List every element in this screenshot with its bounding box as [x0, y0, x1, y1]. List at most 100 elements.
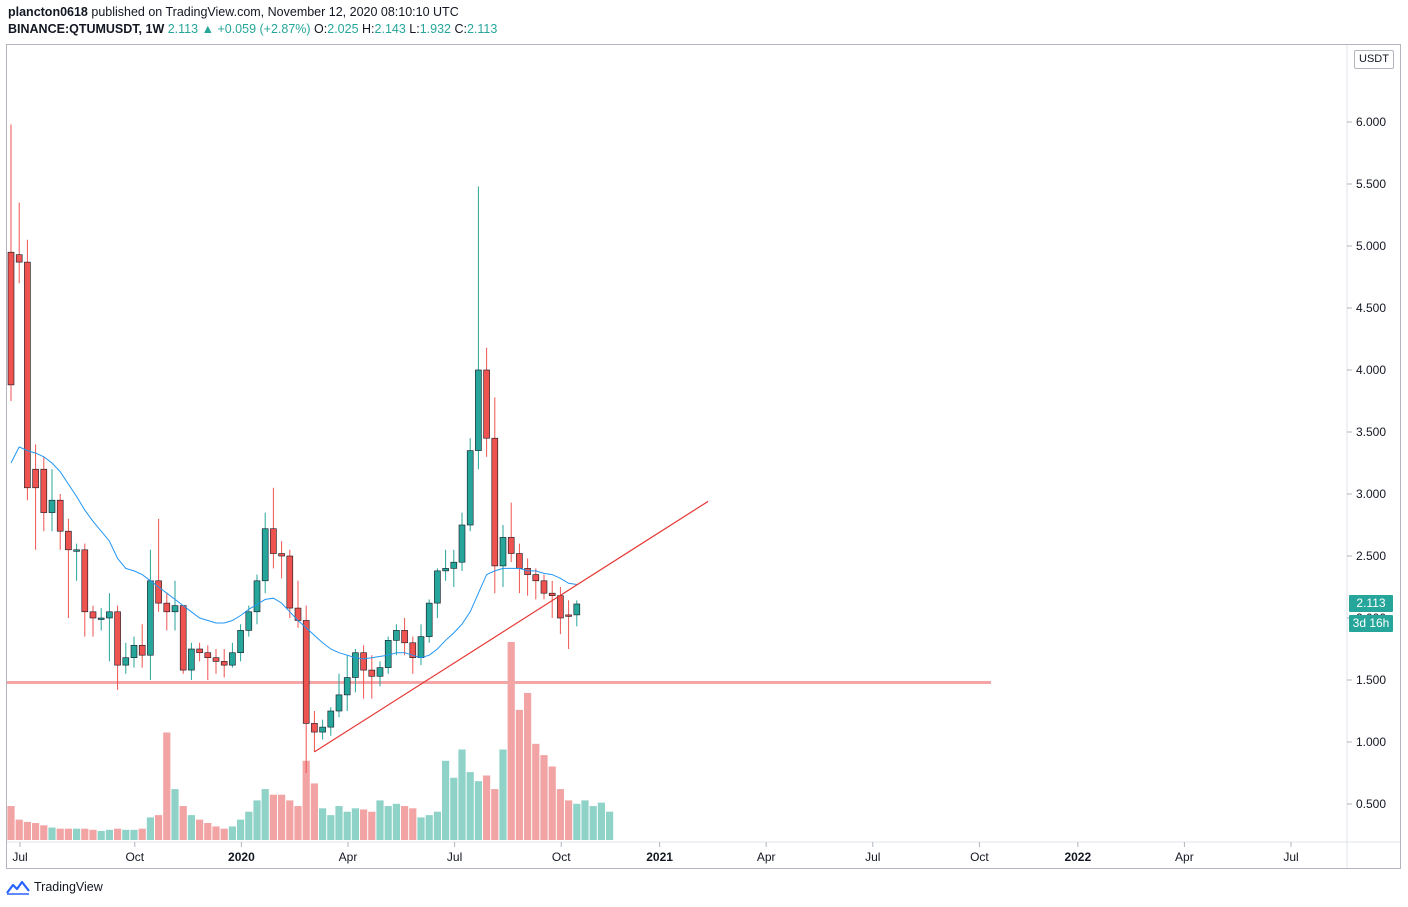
candle-body — [401, 630, 408, 644]
volume-bar — [368, 811, 376, 840]
volume-bar — [376, 800, 384, 840]
candle-body — [302, 620, 310, 724]
candle-body — [24, 261, 31, 489]
high-label: H: — [362, 22, 375, 36]
candle-body — [179, 605, 187, 671]
volume-bar — [532, 743, 540, 840]
candle-body — [237, 630, 244, 654]
candle-body — [458, 524, 466, 563]
volume-bar — [56, 828, 64, 840]
volume-bar — [220, 828, 228, 840]
volume-bar — [73, 828, 81, 840]
candle-body — [122, 657, 130, 666]
author-name[interactable]: plancton0618 — [8, 5, 88, 19]
volume-bar — [122, 829, 130, 840]
volume-bar — [474, 781, 482, 840]
candle-body — [114, 611, 121, 666]
candle-body — [466, 450, 474, 526]
candle-body — [311, 723, 318, 733]
candle-body — [557, 595, 564, 619]
candle-body — [147, 580, 154, 656]
volume-bar — [392, 803, 400, 840]
price-tick-label: 1.000 — [1356, 735, 1386, 749]
low-label: L: — [409, 22, 420, 36]
volume-bar — [565, 800, 573, 840]
volume-bar — [269, 794, 277, 840]
tradingview-logo-icon — [6, 880, 30, 895]
price-tick-label: 2.500 — [1356, 549, 1386, 563]
volume-bar — [48, 827, 56, 840]
candle-body — [384, 640, 392, 668]
trendline — [314, 500, 709, 753]
volume-bar — [343, 811, 351, 840]
candle-body — [245, 611, 253, 631]
volume-bar — [483, 775, 491, 840]
volume-bar — [466, 772, 474, 840]
candle-body — [540, 580, 548, 594]
candle-body — [548, 592, 556, 596]
currency-label[interactable]: USDT — [1354, 50, 1394, 69]
price-tick-label: 1.500 — [1356, 673, 1386, 687]
trendline-layer — [314, 500, 709, 753]
volume-bar — [32, 823, 40, 840]
moving-average-layer — [10, 446, 577, 660]
time-tick-label: Jul — [12, 850, 27, 864]
low-value: 1.932 — [419, 22, 451, 36]
candle-body — [360, 652, 367, 671]
symbol-line: BINANCE:QTUMUSDT, 1W 2.113 ▲ +0.059 (+2.… — [8, 22, 497, 36]
price-tick-label: 4.000 — [1356, 363, 1386, 377]
chart-frame[interactable] — [6, 44, 1401, 869]
time-tick-label: Jul — [865, 850, 880, 864]
price-axis[interactable]: 0.5001.0001.5002.0002.5003.0003.5004.000… — [1346, 45, 1386, 868]
volume-bar — [163, 732, 171, 840]
candle-body — [204, 652, 212, 658]
time-tick-label: Apr — [1175, 850, 1194, 864]
candle-body — [524, 568, 531, 575]
volume-bar — [540, 755, 548, 840]
volume-bar — [15, 819, 23, 840]
time-tick-label: Oct — [970, 850, 989, 864]
candle-body — [417, 636, 425, 658]
candle-body — [335, 694, 343, 712]
footer-brand[interactable]: TradingView — [6, 879, 103, 895]
candle-body — [442, 568, 449, 572]
volume-bar — [606, 811, 614, 840]
volume-bar — [401, 806, 409, 840]
candle-body — [376, 667, 384, 677]
time-tick-label: 2021 — [646, 850, 673, 864]
volume-bar — [146, 817, 154, 840]
candle-body — [171, 605, 179, 613]
candle-body — [188, 648, 195, 671]
close-label: C: — [454, 22, 467, 36]
candle-body — [73, 549, 80, 552]
candle-body — [32, 468, 39, 489]
moving-average-line — [10, 446, 577, 660]
price-tick-label: 6.000 — [1356, 115, 1386, 129]
countdown-tag: 3d 16h — [1349, 614, 1393, 632]
candle-body — [212, 657, 220, 662]
candle-body — [196, 648, 203, 654]
candle-body — [15, 254, 23, 263]
volume-bar — [237, 819, 245, 840]
volume-bar — [138, 828, 146, 840]
candle-body — [368, 669, 376, 677]
volume-bar — [245, 811, 253, 840]
volume-bar — [253, 800, 261, 840]
price-tick-label: 3.500 — [1356, 425, 1386, 439]
volume-bar — [491, 789, 499, 840]
volume-bar — [212, 826, 220, 840]
candle-body — [499, 537, 507, 567]
volume-bar — [581, 800, 589, 840]
symbol-name[interactable]: BINANCE:QTUMUSDT, 1W — [8, 22, 165, 36]
volume-bar — [97, 830, 105, 840]
time-axis[interactable]: Jul Oct 2020 Apr Jul Oct 2021 Apr Jul Oct 2022 Apr J… — [7, 841, 1400, 864]
up-arrow-icon: ▲ — [201, 22, 214, 36]
candle-body — [155, 580, 162, 604]
candle-body — [106, 611, 113, 619]
candle-body — [319, 726, 326, 733]
volume-bar — [458, 749, 466, 840]
candle-body — [475, 369, 482, 451]
candle-body — [573, 603, 581, 616]
volume-bar — [204, 823, 212, 840]
